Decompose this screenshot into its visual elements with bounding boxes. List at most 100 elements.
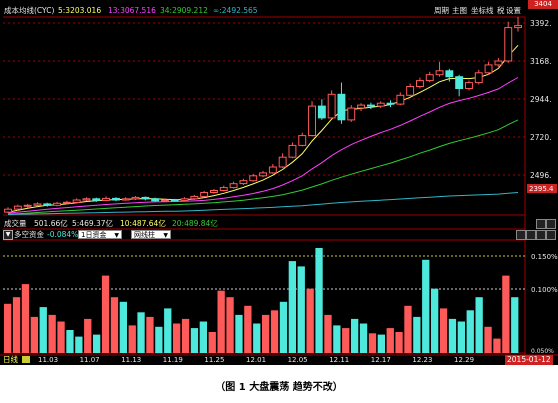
menu-settings[interactable]: 设置 xyxy=(506,6,521,15)
candle xyxy=(72,198,81,204)
candle xyxy=(23,203,32,208)
candle xyxy=(190,194,199,200)
fund-panel-minimize-button[interactable] xyxy=(536,230,546,240)
candle-body xyxy=(298,135,307,146)
fund-style-select[interactable]: 网线柱 ▼ xyxy=(131,230,171,239)
candle xyxy=(317,99,326,120)
candle-body xyxy=(455,76,464,89)
fund-bar xyxy=(333,325,341,353)
candle xyxy=(259,170,268,178)
fund-bar xyxy=(199,321,207,353)
menu-rights[interactable]: 税 xyxy=(497,6,505,15)
price-label-2: 3168. xyxy=(530,57,551,66)
fund-label-0050: 0.050% xyxy=(531,348,554,355)
period-label[interactable]: 日线 xyxy=(3,355,18,364)
fund-bar xyxy=(66,330,74,353)
ma-line-cyan xyxy=(7,192,519,215)
fund-bar xyxy=(101,275,110,353)
candle xyxy=(131,196,140,200)
candle-body xyxy=(396,94,405,105)
candle xyxy=(180,197,189,202)
date-label: 11.07 xyxy=(80,356,100,364)
date-label: 11.19 xyxy=(163,356,183,364)
candle-body xyxy=(357,104,366,109)
candle-body xyxy=(229,183,238,189)
candle-body xyxy=(514,25,522,29)
candle-body xyxy=(62,201,71,204)
candle xyxy=(53,201,61,207)
fund-bar xyxy=(431,288,439,353)
candle xyxy=(347,105,356,122)
candle-body xyxy=(200,192,209,197)
candle xyxy=(357,103,366,112)
fund-bar xyxy=(475,297,483,353)
fund-bar xyxy=(404,305,412,354)
fund-bar xyxy=(439,308,448,353)
fund-bar xyxy=(48,314,56,353)
minimize-volume-panel-button[interactable] xyxy=(536,219,546,229)
candle-body xyxy=(308,105,317,136)
fund-bar xyxy=(288,261,296,353)
ma5-readout: 5:3203.016 xyxy=(58,6,102,15)
candle-body xyxy=(317,105,326,119)
fund-bar xyxy=(84,318,92,353)
candle-body xyxy=(435,70,444,76)
candle-body xyxy=(327,93,336,119)
fund-bar xyxy=(244,305,252,354)
candle xyxy=(170,198,179,202)
candle-body xyxy=(474,72,483,84)
menu-period[interactable]: 周期 xyxy=(434,6,449,15)
candle xyxy=(102,196,110,202)
fund-bar xyxy=(155,326,163,354)
fund-bar xyxy=(253,323,261,353)
fund-bar xyxy=(262,314,270,353)
candle xyxy=(278,153,287,168)
fund-bar xyxy=(502,275,510,353)
candle xyxy=(406,83,415,97)
candle xyxy=(416,77,424,89)
fund-bars xyxy=(4,248,519,354)
candle-body xyxy=(82,198,91,201)
fund-bar xyxy=(208,332,216,353)
fund-bar xyxy=(493,338,501,353)
fund-bar xyxy=(173,323,181,353)
candle-body xyxy=(161,199,169,202)
date-label: 12.11 xyxy=(329,356,349,364)
candle xyxy=(298,132,307,147)
fund-panel-zoom-button[interactable] xyxy=(526,230,536,240)
close-volume-panel-button[interactable] xyxy=(546,219,556,229)
menu-main-chart[interactable]: 主图 xyxy=(452,6,467,15)
candle-body xyxy=(53,202,61,206)
ma-inf-readout: ∞:2492.565 xyxy=(213,6,258,15)
candle xyxy=(151,197,160,202)
menu-axis-line[interactable]: 坐标线 xyxy=(471,6,494,15)
candle-body xyxy=(141,196,150,200)
panel-collapse-icon[interactable]: ▼ xyxy=(3,230,13,240)
candle xyxy=(249,173,258,182)
price-current-marker: 2395.4 xyxy=(529,185,554,193)
fund-bar xyxy=(270,310,279,353)
fund-bar xyxy=(39,307,47,353)
candle-body xyxy=(259,172,268,177)
candle xyxy=(161,198,169,202)
candle-body xyxy=(43,203,52,206)
candle xyxy=(396,92,405,106)
fund-panel-settings-button[interactable] xyxy=(516,230,526,240)
candle-body xyxy=(376,102,385,107)
candle-body xyxy=(445,70,454,78)
fund-bar xyxy=(137,312,145,353)
candle xyxy=(268,164,277,174)
date-label: 12.17 xyxy=(371,356,391,364)
ma-line-green xyxy=(7,119,519,215)
fund-bar xyxy=(297,266,305,353)
chevron-down-icon: ▼ xyxy=(163,232,168,239)
candle xyxy=(514,17,522,32)
candle xyxy=(288,142,297,159)
fund-bar xyxy=(342,328,350,353)
date-labels: 11.03 11.07 11.13 11.19 11.25 12.01 12.05 12.11… xyxy=(38,356,474,364)
candle-body xyxy=(4,208,12,213)
candle xyxy=(13,204,22,211)
fund-panel-close-button[interactable] xyxy=(546,230,556,240)
fund-period-select[interactable]: 1日资金 ▼ xyxy=(78,230,122,239)
candle-body xyxy=(249,175,258,182)
